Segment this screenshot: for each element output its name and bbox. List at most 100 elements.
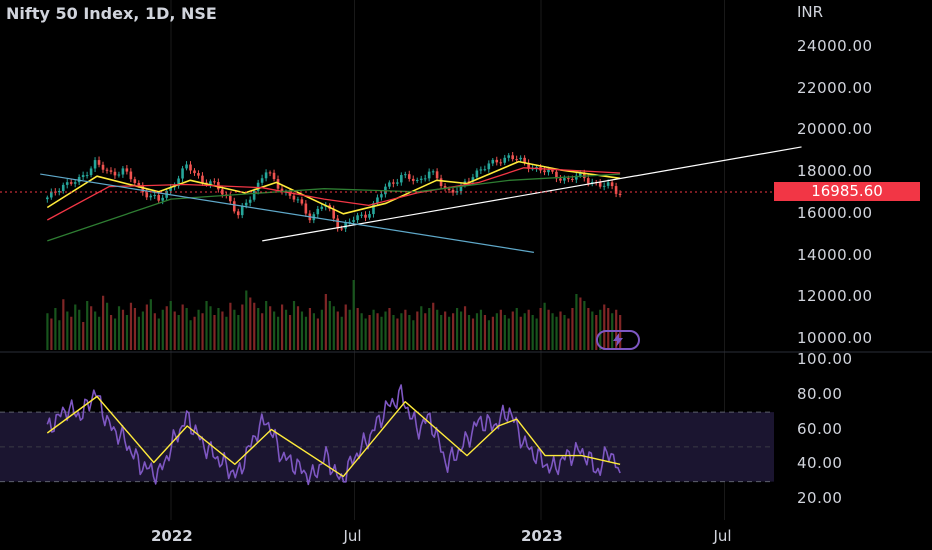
volume-bar <box>133 308 137 350</box>
candle-body <box>85 175 89 177</box>
candle-body <box>157 195 160 201</box>
volume-bar <box>62 299 65 350</box>
volume-bar <box>269 306 272 350</box>
volume-bar <box>424 313 427 350</box>
volume-bar <box>161 309 164 350</box>
volume-bar <box>587 308 590 350</box>
candle-body <box>475 170 479 178</box>
candle-body <box>598 182 602 187</box>
candle-body <box>487 163 491 170</box>
volume-bar <box>273 311 276 350</box>
volume-bar <box>463 306 467 350</box>
volume-bar <box>50 318 53 350</box>
volume-bar <box>563 315 566 350</box>
volume-bar <box>547 309 550 350</box>
candle-body <box>316 208 320 215</box>
volume-bar <box>94 311 97 350</box>
volume-bar <box>169 301 172 350</box>
candle-body <box>304 203 308 214</box>
volume-bar <box>58 320 61 350</box>
candle-body <box>73 182 77 184</box>
volume-bar <box>348 309 351 350</box>
candle-body <box>578 172 582 176</box>
candle-body <box>244 202 248 206</box>
candle-body <box>443 186 447 189</box>
candle-body <box>403 174 407 176</box>
volume-bar <box>233 309 236 350</box>
volume-bar <box>571 308 574 350</box>
candle-body <box>296 199 300 201</box>
rsi-tick-label: 20.00 <box>797 489 843 507</box>
candle-body <box>491 159 495 164</box>
volume-bar <box>336 311 339 350</box>
volume-bar <box>527 309 530 350</box>
volume-bar <box>241 304 244 350</box>
candle-body <box>459 185 463 192</box>
volume-bar <box>495 313 498 350</box>
volume-bar <box>86 301 89 350</box>
volume-bar <box>185 308 188 350</box>
volume-bar <box>121 309 125 350</box>
price-tick-label: 14000.00 <box>797 245 873 264</box>
price-tick-label: 24000.00 <box>797 36 873 55</box>
replay-button[interactable] <box>596 330 640 350</box>
candle-body <box>368 214 371 218</box>
volume-bar <box>440 315 443 350</box>
volume-bar <box>503 315 506 350</box>
volume-bar <box>54 308 57 350</box>
price-tick-label: 18000.00 <box>797 162 873 180</box>
volume-bar <box>559 311 562 350</box>
candle-body <box>232 201 236 212</box>
time-tick-label: 2022 <box>151 527 193 545</box>
candle-body <box>288 191 292 196</box>
volume-bar <box>189 320 192 350</box>
rsi-tick-label: 60.00 <box>797 419 843 438</box>
volume-bar <box>591 311 594 350</box>
volume-bar <box>70 316 73 350</box>
volume-bar <box>332 306 335 350</box>
volume-bars <box>46 280 622 350</box>
candle-body <box>471 177 475 182</box>
time-tick-label: Jul <box>343 527 362 545</box>
volume-bar <box>257 308 260 350</box>
volume-bar <box>205 301 208 350</box>
volume-bar <box>153 313 156 350</box>
candle-body <box>423 178 427 180</box>
volume-bar <box>149 299 152 350</box>
volume-bar <box>316 318 319 350</box>
volume-bar <box>551 313 554 350</box>
candle-body <box>332 208 335 219</box>
volume-bar <box>555 316 558 350</box>
candle-body <box>125 168 129 172</box>
volume-bar <box>300 311 304 350</box>
volume-bar <box>376 313 379 350</box>
volume-bar <box>245 290 248 350</box>
volume-bar <box>372 309 375 350</box>
volume-bar <box>511 311 514 350</box>
candle-body <box>495 159 499 163</box>
volume-bar <box>105 302 109 350</box>
volume-bar <box>384 311 387 350</box>
candle-body <box>181 168 184 179</box>
trendline <box>262 146 802 242</box>
candle-body <box>376 197 379 204</box>
candle-body <box>209 181 212 185</box>
candle-body <box>272 172 276 180</box>
volume-bar <box>575 294 578 350</box>
volume-bar <box>452 313 455 350</box>
candle-body <box>503 157 507 163</box>
volume-bar <box>408 315 411 350</box>
candle-body <box>292 195 296 200</box>
candle-body <box>221 189 224 195</box>
candle-body <box>189 164 192 171</box>
price-tick-label: 10000.00 <box>797 329 873 347</box>
volume-bar <box>420 306 423 350</box>
candle-body <box>57 191 61 193</box>
chart-title: Nifty 50 Index, 1D, NSE <box>6 4 217 23</box>
candle-body <box>451 189 455 193</box>
price-tick-label: 16000.00 <box>797 203 873 222</box>
candle-body <box>280 188 284 193</box>
volume-bar <box>483 315 487 350</box>
